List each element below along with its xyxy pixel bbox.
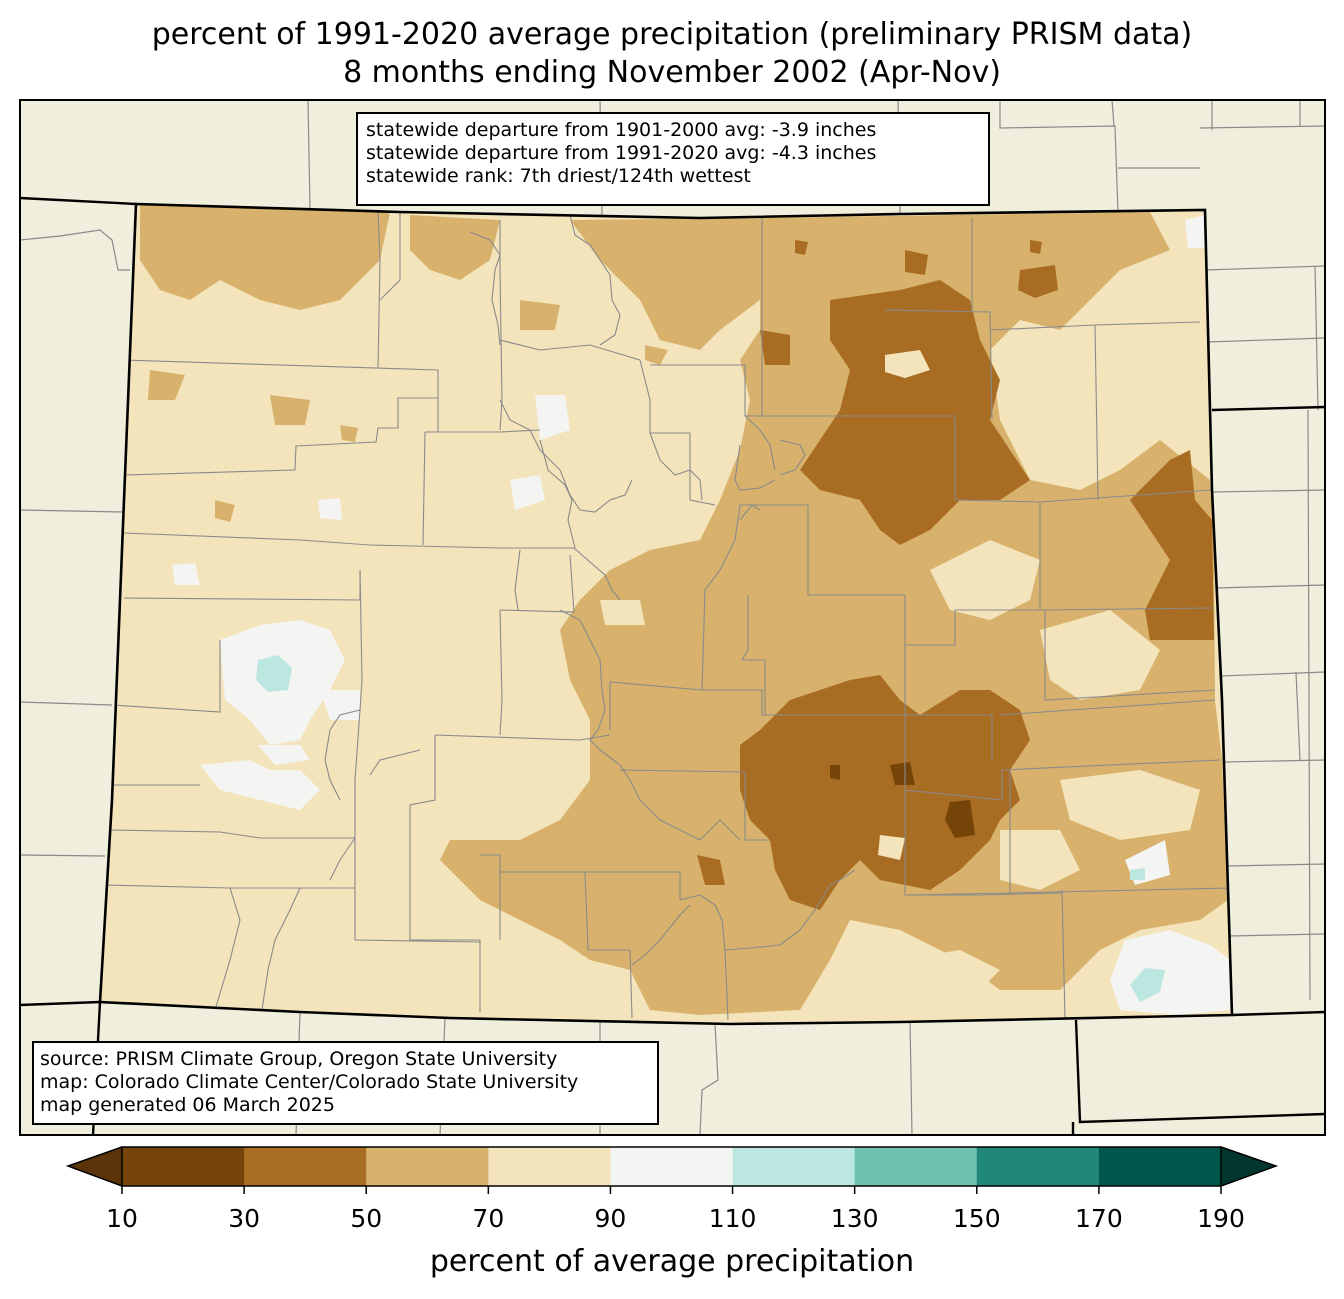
colorbar-tick-label: 10 — [106, 1204, 138, 1233]
colorbar-tick-label: 70 — [472, 1204, 505, 1233]
map-title-line2: 8 months ending November 2002 (Apr-Nov) — [343, 55, 1001, 90]
colorbar-over-arrow — [1221, 1147, 1276, 1186]
colorbar-tick-label: 130 — [830, 1204, 879, 1233]
irregular-county-lines — [214, 214, 856, 1011]
stats-departure-1991-2020: statewide departure from 1991-2020 avg: … — [366, 142, 877, 164]
source-credit-box: source: PRISM Climate Group, Oregon Stat… — [32, 1041, 659, 1125]
source-credit-map: map: Colorado Climate Center/Colorado St… — [40, 1071, 579, 1093]
colorbar — [65, 1146, 1279, 1194]
colorbar-segment — [976, 1147, 1100, 1186]
colorbar-segment — [488, 1147, 611, 1186]
colorbar-under-arrow — [68, 1147, 122, 1186]
colorbar-outline — [121, 1146, 1222, 1187]
colorado-border — [98, 202, 1234, 1026]
colorbar-tick-label: 170 — [1075, 1204, 1123, 1233]
field-10-30 — [830, 762, 975, 838]
colorbar-tick-label: 150 — [952, 1204, 1001, 1233]
statewide-stats-box: statewide departure from 1901-2000 avg: … — [356, 112, 990, 206]
map-frame — [19, 99, 1326, 1136]
field-110-130 — [256, 655, 1165, 1002]
source-credit-prism: source: PRISM Climate Group, Oregon Stat… — [40, 1048, 558, 1070]
colorbar-label: percent of average precipitation — [429, 1244, 915, 1279]
colorbar-segment — [366, 1147, 489, 1186]
colorbar-segment — [854, 1147, 978, 1186]
field-30-50 — [697, 240, 1214, 910]
colorbar-segment — [610, 1147, 734, 1186]
stats-rank: statewide rank: 7th driest/124th wettest — [366, 165, 751, 187]
field-70-90-inner — [600, 330, 1200, 990]
colorbar-tick-label: 110 — [708, 1204, 757, 1233]
colorbar-segment — [244, 1147, 367, 1186]
colorbar-tick-label: 90 — [594, 1204, 627, 1233]
colorbar-segment — [732, 1147, 856, 1186]
colorbar-tick-label: 50 — [350, 1204, 383, 1233]
field-50-70 — [140, 205, 1228, 1015]
map-title-line1: percent of 1991-2020 average precipitati… — [151, 17, 1193, 52]
colorado-county-lines — [104, 211, 1231, 1021]
colorbar-segment — [122, 1147, 245, 1186]
precipitation-field — [100, 204, 1232, 1024]
colorbar-tick-label: 190 — [1197, 1204, 1245, 1233]
source-map-generated-date: map generated 06 March 2025 — [40, 1094, 335, 1116]
stats-departure-1901-2000: statewide departure from 1901-2000 avg: … — [366, 119, 877, 141]
colorbar-segment — [1098, 1147, 1222, 1186]
colorbar-tick-label: 30 — [228, 1204, 261, 1233]
